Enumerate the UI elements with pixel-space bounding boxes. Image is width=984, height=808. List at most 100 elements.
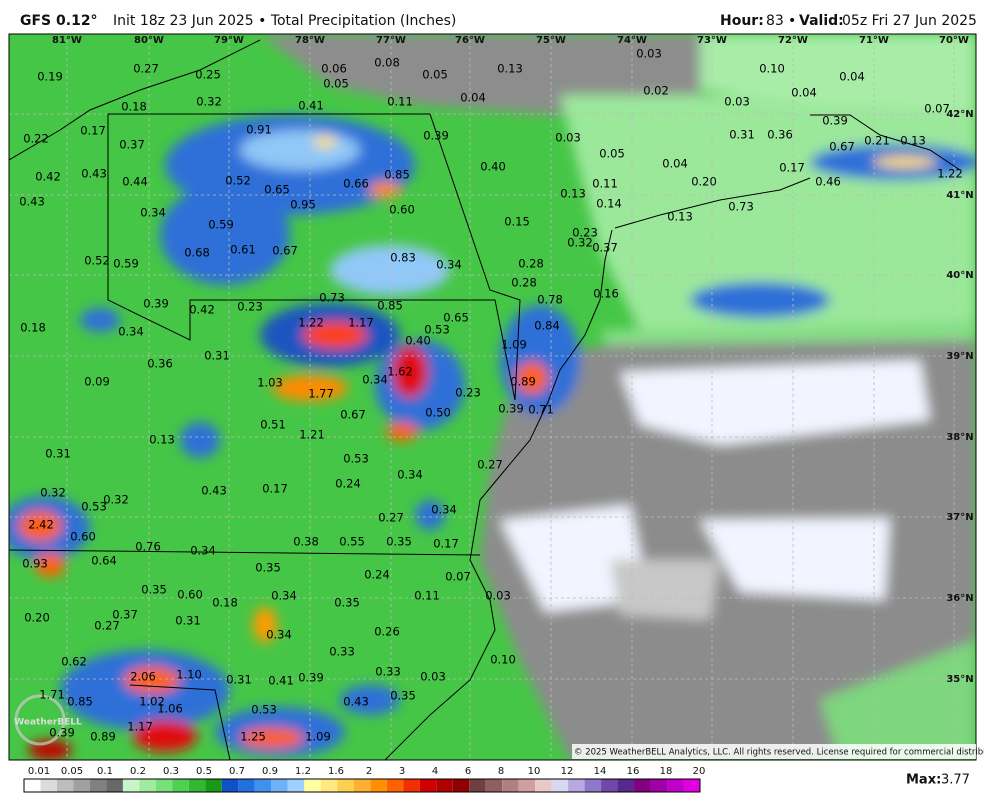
longitude-label: 73°W [697, 35, 727, 46]
colorbar-label: 18 [660, 766, 673, 777]
precip-value: 0.35 [390, 689, 416, 703]
precip-value: 0.03 [724, 95, 750, 109]
precip-value: 0.34 [397, 468, 423, 482]
precip-value: 0.34 [431, 503, 457, 517]
precip-value: 1.09 [501, 338, 527, 352]
precip-value: 0.02 [643, 84, 669, 98]
colorbar-cell [683, 779, 700, 792]
colorbar-cell [56, 779, 74, 792]
colorbar-label: 20 [693, 766, 706, 777]
precip-value: 0.55 [339, 535, 365, 549]
logo-mark [14, 694, 66, 746]
boundary [614, 177, 811, 229]
longitude-label: 81°W [52, 35, 82, 46]
colorbar-cell [568, 779, 585, 792]
precip-value: 0.85 [377, 299, 403, 313]
longitude-label: 80°W [134, 35, 164, 46]
precip-value: 0.17 [80, 124, 106, 138]
precip-area [700, 518, 890, 600]
precip-value: 0.51 [260, 418, 286, 432]
precip-value: 0.24 [364, 568, 390, 582]
colorbar-label: 3 [399, 766, 405, 777]
precip-area [820, 640, 976, 760]
precip-value: 0.52 [84, 254, 110, 268]
colorbar-label: 0.2 [130, 766, 146, 777]
precip-value: 0.85 [384, 168, 410, 182]
precip-value: 0.60 [389, 203, 415, 217]
colorbar-cell [73, 779, 90, 792]
precip-value: 0.36 [147, 357, 173, 371]
colorbar-cell [122, 779, 140, 792]
latitude-label: 35°N [946, 674, 973, 685]
precip-value: 0.31 [226, 673, 252, 687]
precip-value: 0.84 [534, 319, 560, 333]
colorbar-cell [419, 779, 437, 792]
precip-value: 0.39 [822, 114, 848, 128]
colorbar-cell [205, 779, 222, 792]
precip-value: 0.11 [414, 589, 440, 603]
precip-value: 1.03 [257, 376, 283, 390]
colorbar-cell [337, 779, 354, 792]
precip-value: 0.10 [490, 653, 516, 667]
precip-value: 0.43 [81, 167, 107, 181]
precip-value: 0.53 [343, 452, 369, 466]
colorbar-label: 0.1 [97, 766, 113, 777]
precip-value: 0.39 [143, 297, 169, 311]
precip-value: 1.62 [387, 365, 413, 379]
precip-value: 0.53 [251, 703, 277, 717]
boundary [9, 549, 481, 556]
precip-value: 0.67 [829, 140, 855, 154]
precip-value: 0.34 [190, 544, 216, 558]
map-frame [8, 33, 977, 761]
map-labels: 0.190.27 0.25 0.060.050.080.05 0.130.030.10… [19, 47, 963, 744]
precip-value: 0.14 [596, 197, 622, 211]
colorbar-label: 10 [528, 766, 541, 777]
precip-value: 1.22 [298, 316, 324, 330]
precip-value: 0.32 [40, 486, 66, 500]
precip-value: 0.40 [405, 334, 431, 348]
precip-value: 0.32 [196, 95, 222, 109]
colorbar-cell [502, 779, 519, 792]
precip-value: 0.03 [420, 670, 446, 684]
colorbar-label: 0.9 [262, 766, 278, 777]
precip-value: 0.46 [815, 175, 841, 189]
precip-value: 0.03 [555, 131, 581, 145]
precip-area [620, 360, 930, 445]
precip-value: 1.21 [299, 428, 325, 442]
precip-value: 0.10 [759, 62, 785, 76]
precip-value: 0.20 [691, 175, 717, 189]
precip-value: 0.66 [343, 177, 369, 191]
longitude-label: 78°W [295, 35, 325, 46]
hour-label: Hour: [720, 13, 764, 29]
precip-value: 0.23 [455, 386, 481, 400]
precip-value: 0.31 [45, 447, 71, 461]
colorbar-cell [155, 779, 173, 792]
precip-cell [80, 308, 120, 332]
precip-value: 0.62 [61, 655, 87, 669]
precip-value: 0.44 [122, 175, 148, 189]
precip-value: 0.31 [204, 349, 230, 363]
colorbar-cell [551, 779, 569, 792]
precip-cell [392, 346, 428, 398]
precip-value: 0.13 [900, 134, 926, 148]
max-value: 3.77 [941, 773, 970, 788]
precip-cell [160, 185, 290, 285]
precip-value: 0.40 [480, 160, 506, 174]
colorbar-label: 0.3 [163, 766, 179, 777]
precip-cell [180, 422, 220, 458]
colorbar-cell [320, 779, 338, 792]
precip-value: 0.05 [599, 147, 625, 161]
precip-value: 0.27 [133, 62, 159, 76]
precip-value: 2.06 [130, 670, 156, 684]
precip-value: 0.26 [374, 625, 400, 639]
precip-value: 1.77 [308, 387, 334, 401]
max-label: Max: [906, 773, 941, 788]
precip-area [700, 34, 976, 110]
colorbar-cell [238, 779, 255, 792]
precip-cell [313, 136, 337, 148]
precip-value: 0.34 [436, 258, 462, 272]
boundary [9, 39, 261, 161]
colorbar-cell [485, 779, 503, 792]
precip-value: 0.31 [175, 614, 201, 628]
precip-value: 0.34 [118, 325, 144, 339]
